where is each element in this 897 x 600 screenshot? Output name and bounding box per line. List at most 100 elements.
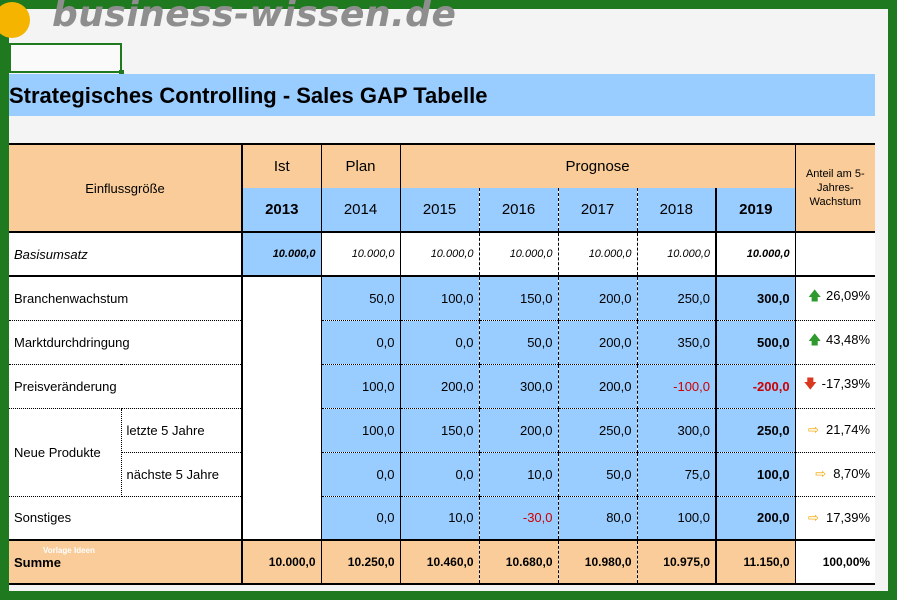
watermark-text: Vorlage Ideen [43,546,95,555]
share-cell: ⇨ 8,70% [795,452,876,497]
row-label-sonstiges: Sonstiges [9,496,244,540]
summe-2019: 11.150,0 [716,539,796,585]
cell-value: 10,0 [479,452,559,497]
header-ist: Ist [242,143,322,188]
row-label-preisveraenderung: Preisveränderung [9,364,244,409]
summe-2018: 10.975,0 [637,539,718,585]
row-sublabel-letzte: letzte 5 Jahre [121,408,244,453]
cell-value: 0,0 [321,496,401,540]
year-2014: 2014 [321,188,401,232]
summe-2014: 10.250,0 [321,539,401,585]
cell-value: 200,0 [558,364,638,409]
cell-value: 300,0 [637,408,718,453]
basis-label: Basisumsatz [9,231,244,277]
summe-2017: 10.980,0 [558,539,638,585]
basis-2017: 10.000,0 [558,231,638,277]
summe-2015: 10.460,0 [400,539,480,585]
share-value: 17,39% [825,509,871,525]
header-prognose: Prognose [400,143,796,188]
site-logo: business-wissen.de [52,0,457,35]
header-einfluss: Einflussgröße [9,143,244,232]
share-cell: ⇨ 17,39% [795,496,876,540]
share-cell: 🡇 -17,39% [795,364,876,409]
cell-value: 200,0 [400,364,480,409]
cell-value: 350,0 [637,320,718,365]
arrow-right-icon: ⇨ [807,422,819,437]
row-label-neue-produkte: Neue Produkte [9,408,122,497]
cell-value: 10,0 [400,496,480,540]
basis-2016: 10.000,0 [479,231,559,277]
row-label-marktdurchdringung: Marktdurchdringung [9,320,244,365]
cell-total: 300,0 [716,276,796,321]
cell-value-negative: -100,0 [637,364,718,409]
row-label-branchenwachstum: Branchenwachstum [9,276,244,321]
year-2015: 2015 [400,188,480,232]
cell-value: 200,0 [558,276,638,321]
cell-value: 100,0 [321,408,401,453]
share-cell: 🡅 43,48% [795,320,876,365]
cell-value: 0,0 [400,320,480,365]
basis-2019: 10.000,0 [716,231,796,277]
cell-value: 100,0 [400,276,480,321]
cell-value: 200,0 [558,320,638,365]
cell-value: 80,0 [558,496,638,540]
cell-value: 100,0 [321,364,401,409]
cell-value: 75,0 [637,452,718,497]
year-2018: 2018 [637,188,718,232]
cell-value: 250,0 [637,276,718,321]
cell-value: 200,0 [479,408,559,453]
year-2017: 2017 [558,188,638,232]
basis-2014: 10.000,0 [321,231,401,277]
year-2016: 2016 [479,188,559,232]
arrow-right-icon: ⇨ [807,509,819,525]
cell-value: 150,0 [400,408,480,453]
cell-value: 250,0 [558,408,638,453]
basis-2013: 10.000,0 [242,231,322,277]
logo-mark [0,2,30,38]
cell-total: 250,0 [716,408,796,453]
share-cell: ⇨ 21,74% [795,408,876,453]
year-2013: 2013 [242,188,322,232]
row-sublabel-naechste: nächste 5 Jahre [121,452,244,497]
cell-value: 100,0 [637,496,718,540]
cell-value-negative: -30,0 [479,496,559,540]
arrow-down-icon: 🡇 [803,376,818,391]
top-border [0,0,897,9]
cell-value: 150,0 [479,276,559,321]
cell-total-negative: -200,0 [716,364,796,409]
basis-share [795,231,876,277]
arrow-up-icon: 🡅 [807,332,822,347]
year-2019: 2019 [716,188,796,232]
share-value: 26,09% [825,288,871,304]
ist-empty [242,276,322,540]
cell-total: 100,0 [716,452,796,497]
summe-label: Summe [14,554,61,570]
cell-value: 50,0 [479,320,559,365]
summe-2013: 10.000,0 [242,539,322,585]
summe-share: 100,00% [795,539,876,585]
basis-2018: 10.000,0 [637,231,718,277]
share-value: 43,48% [825,332,871,347]
share-value: 21,74% [825,422,871,437]
selected-cell[interactable] [9,43,122,73]
arrow-right-icon: ⇨ [815,466,827,481]
cell-total: 200,0 [716,496,796,540]
header-plan: Plan [321,143,401,188]
cell-total: 500,0 [716,320,796,365]
cell-value: 0,0 [321,452,401,497]
cell-value: 50,0 [558,452,638,497]
summe-label-cell: Summe Vorlage Ideen [9,539,244,585]
cell-value: 0,0 [400,452,480,497]
summe-2016: 10.680,0 [479,539,559,585]
header-anteil: Anteil am 5-Jahres-Wachstum [795,143,876,232]
share-cell: 🡅 26,09% [795,276,876,321]
share-value: -17,39% [821,376,871,391]
basis-2015: 10.000,0 [400,231,480,277]
cell-value: 300,0 [479,364,559,409]
page-title: Strategisches Controlling - Sales GAP Ta… [9,83,488,108]
arrow-up-icon: 🡅 [807,288,822,304]
cell-value: 0,0 [321,320,401,365]
share-value: 8,70% [833,466,871,481]
fill-handle[interactable] [119,70,124,75]
title-banner: Strategisches Controlling - Sales GAP Ta… [9,74,875,116]
